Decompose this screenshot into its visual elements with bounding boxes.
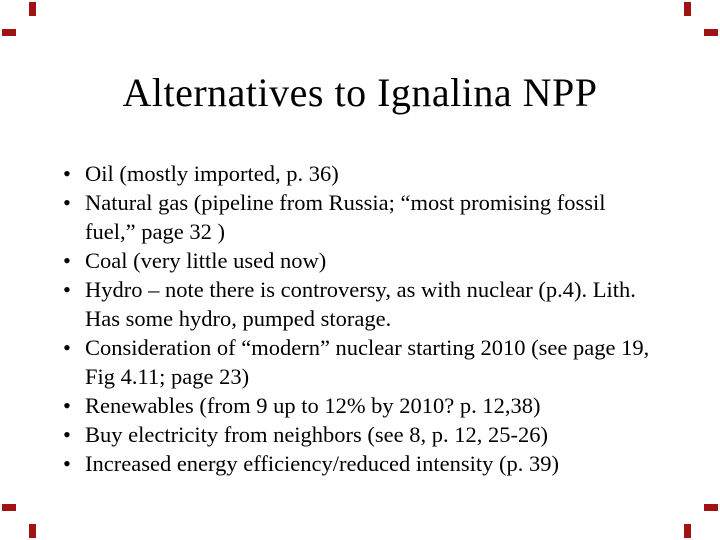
corner-mark-bottom-right-vertical — [684, 524, 691, 538]
bullet-icon: • — [63, 393, 71, 418]
list-item: • Increased energy efficiency/reduced in… — [63, 449, 660, 478]
bullet-icon: • — [63, 277, 71, 302]
slide-title: Alternatives to Ignalina NPP — [122, 70, 598, 115]
bullet-text: Consideration of “modern” nuclear starti… — [85, 335, 650, 389]
bullet-text: Coal (very little used now) — [85, 248, 327, 273]
bullet-icon: • — [63, 161, 71, 186]
bullet-icon: • — [63, 451, 71, 476]
corner-mark-bottom-left-vertical — [29, 524, 36, 538]
bullet-icon: • — [63, 190, 71, 215]
corner-mark-top-left-horizontal — [2, 29, 16, 36]
list-item: • Natural gas (pipeline from Russia; “mo… — [63, 188, 660, 246]
bullet-text: Increased energy efficiency/reduced inte… — [85, 451, 559, 476]
list-item: • Renewables (from 9 up to 12% by 2010? … — [63, 391, 660, 420]
bullet-text: Natural gas (pipeline from Russia; “most… — [85, 190, 606, 244]
bullet-list: • Oil (mostly imported, p. 36) • Natural… — [63, 159, 660, 478]
bullet-icon: • — [63, 335, 71, 360]
corner-mark-top-left-vertical — [29, 2, 36, 16]
bullet-text: Renewables (from 9 up to 12% by 2010? p.… — [85, 393, 541, 418]
list-item: • Consideration of “modern” nuclear star… — [63, 333, 660, 391]
list-item: • Hydro – note there is controversy, as … — [63, 275, 660, 333]
bullet-icon: • — [63, 422, 71, 447]
bullet-icon: • — [63, 248, 71, 273]
bullet-text: Hydro – note there is controversy, as wi… — [85, 277, 636, 331]
corner-mark-top-right-vertical — [684, 2, 691, 16]
list-item: • Coal (very little used now) — [63, 246, 660, 275]
corner-mark-top-right-horizontal — [704, 29, 718, 36]
list-item: • Oil (mostly imported, p. 36) — [63, 159, 660, 188]
corner-mark-bottom-right-horizontal — [704, 504, 718, 511]
corner-mark-bottom-left-horizontal — [2, 504, 16, 511]
list-item: • Buy electricity from neighbors (see 8,… — [63, 420, 660, 449]
bullet-text: Oil (mostly imported, p. 36) — [85, 161, 339, 186]
bullet-text: Buy electricity from neighbors (see 8, p… — [85, 422, 549, 447]
